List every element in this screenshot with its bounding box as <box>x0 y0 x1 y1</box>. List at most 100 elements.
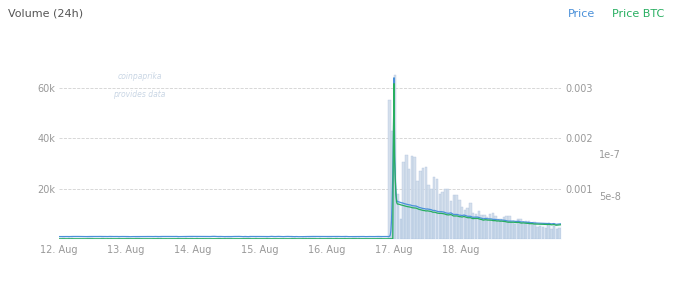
Bar <box>388 101 391 239</box>
Bar <box>146 238 148 239</box>
Bar <box>458 200 461 239</box>
Bar <box>553 226 556 239</box>
Bar <box>452 195 455 239</box>
Bar <box>137 238 140 239</box>
Bar <box>450 201 452 239</box>
Bar <box>530 223 533 239</box>
Bar <box>491 213 494 239</box>
Bar <box>511 222 514 239</box>
Bar <box>436 179 438 239</box>
Bar <box>419 171 422 239</box>
Bar <box>243 238 246 239</box>
Bar <box>372 238 374 239</box>
Bar <box>126 238 129 239</box>
Bar <box>424 167 427 239</box>
Bar <box>539 226 542 239</box>
Bar <box>475 214 477 239</box>
Bar <box>84 238 87 239</box>
Bar <box>176 238 179 239</box>
Bar <box>70 238 73 239</box>
Bar <box>109 238 112 239</box>
Bar <box>344 238 346 239</box>
Bar <box>249 238 252 239</box>
Bar <box>296 238 299 239</box>
Bar <box>254 238 257 239</box>
Bar <box>115 238 118 239</box>
Bar <box>330 238 332 239</box>
Bar <box>447 189 450 239</box>
Bar <box>335 238 338 239</box>
Bar <box>377 238 380 239</box>
Bar <box>528 221 530 239</box>
Bar <box>73 238 76 239</box>
Bar <box>310 238 313 239</box>
Text: provides data: provides data <box>114 90 166 99</box>
Bar <box>101 238 104 239</box>
Text: 1e-7: 1e-7 <box>599 150 621 160</box>
Bar <box>394 75 397 239</box>
Bar <box>433 177 436 239</box>
Bar <box>536 227 539 239</box>
Bar <box>525 221 528 239</box>
Bar <box>76 238 79 239</box>
Bar <box>508 216 511 239</box>
Bar <box>411 156 413 239</box>
Bar <box>514 224 516 239</box>
Bar <box>516 219 519 239</box>
Bar <box>349 238 352 239</box>
Bar <box>391 131 394 239</box>
Bar <box>438 194 441 239</box>
Bar <box>221 238 224 239</box>
Bar <box>224 238 227 239</box>
Bar <box>522 223 525 239</box>
Bar <box>87 238 90 239</box>
Bar <box>374 238 377 239</box>
Bar <box>430 189 433 239</box>
Bar <box>229 238 232 239</box>
Bar <box>62 238 65 239</box>
Bar <box>293 238 296 239</box>
Bar <box>547 225 550 239</box>
Bar <box>380 238 383 239</box>
Text: 5e-8: 5e-8 <box>599 192 621 202</box>
Bar <box>480 215 483 239</box>
Bar <box>422 168 424 239</box>
Bar <box>123 238 126 239</box>
Bar <box>355 238 358 239</box>
Bar <box>416 181 419 239</box>
Bar <box>399 219 402 239</box>
Bar <box>227 238 229 239</box>
Bar <box>185 238 187 239</box>
Bar <box>497 219 500 239</box>
Bar <box>444 189 447 239</box>
Bar <box>505 215 508 239</box>
Bar <box>550 229 553 239</box>
Bar <box>132 238 135 239</box>
Text: Price: Price <box>568 9 595 19</box>
Bar <box>441 192 444 239</box>
Bar <box>327 238 330 239</box>
Bar <box>266 238 268 239</box>
Bar <box>313 238 316 239</box>
Bar <box>157 238 160 239</box>
Bar <box>477 211 480 239</box>
Bar <box>413 157 416 239</box>
Bar <box>472 213 475 239</box>
Bar <box>542 227 544 239</box>
Bar <box>483 215 486 239</box>
Bar <box>190 238 193 239</box>
Bar <box>469 203 472 239</box>
Bar <box>165 238 168 239</box>
Bar <box>486 217 489 239</box>
Bar <box>461 207 464 239</box>
Bar <box>533 222 536 239</box>
Bar <box>544 228 547 239</box>
Bar <box>397 194 399 239</box>
Bar <box>246 238 249 239</box>
Bar <box>90 238 93 239</box>
Bar <box>204 238 207 239</box>
Bar <box>494 216 497 239</box>
Bar <box>558 228 561 239</box>
Bar <box>503 217 505 239</box>
Bar <box>455 195 458 239</box>
